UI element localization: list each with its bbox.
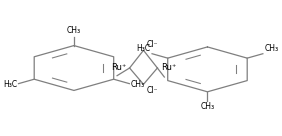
Text: CH₃: CH₃ bbox=[131, 80, 145, 89]
Text: Ru⁺: Ru⁺ bbox=[111, 63, 126, 72]
Text: CH₃: CH₃ bbox=[264, 44, 278, 53]
Text: CH₃: CH₃ bbox=[201, 102, 215, 111]
Text: Cl⁻: Cl⁻ bbox=[146, 86, 158, 95]
Text: H₃C: H₃C bbox=[136, 44, 151, 53]
Text: Ru⁺: Ru⁺ bbox=[161, 63, 176, 72]
Text: Cl⁻: Cl⁻ bbox=[146, 40, 158, 49]
Text: CH₃: CH₃ bbox=[67, 26, 81, 35]
Text: H₃C: H₃C bbox=[3, 80, 17, 89]
